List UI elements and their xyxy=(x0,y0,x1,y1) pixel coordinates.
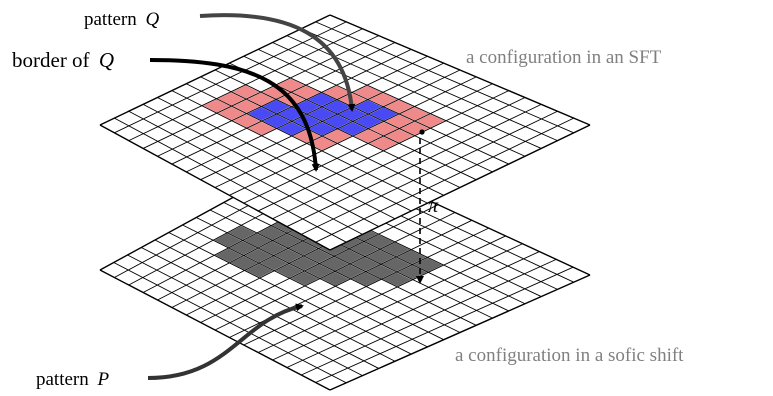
upper-sheet-grid-line xyxy=(257,48,509,165)
sft-caption: a configuration in an SFT xyxy=(466,47,662,68)
upper-sheet-grid-line xyxy=(243,55,493,173)
pattern-p-label: pattern P xyxy=(36,369,110,390)
upper-sheet-grid-line xyxy=(301,28,558,142)
sofic-caption: a configuration in a sofic shift xyxy=(455,345,684,366)
upper-sheet-grid-line xyxy=(286,35,542,149)
upper-sheet-grid-line xyxy=(301,110,558,235)
lower-sheet-grid-line xyxy=(272,243,523,361)
pattern-q-label: pattern Q xyxy=(84,9,160,30)
marked-cell-dot xyxy=(419,129,425,135)
pattern-q-arrow xyxy=(199,13,356,112)
upper-sheet-grid-line xyxy=(272,42,526,157)
upper-sheet-grid-line xyxy=(329,124,591,251)
lower-sheet-grid-line xyxy=(223,202,477,326)
lower-sheet-grid-line xyxy=(315,266,574,383)
lower-sheet-grid-line xyxy=(214,212,456,331)
border-q-label: border of Q xyxy=(12,48,114,72)
upper-sheet-grid-line xyxy=(329,14,591,126)
lower-sheet-grid-line xyxy=(243,227,489,346)
border-q-arrow xyxy=(149,58,320,172)
upper-sheet-grid-line xyxy=(257,90,509,212)
lower-sheet-grid-line xyxy=(301,258,557,376)
upper-sheet-grid-line xyxy=(243,83,493,204)
pattern-p-arrow xyxy=(147,303,304,380)
lower-sheet-grid-line xyxy=(257,235,506,353)
upper-sheet-grid-line xyxy=(315,117,574,243)
pi-label: π xyxy=(428,195,439,217)
sft-sheet xyxy=(99,14,591,251)
lower-sheet-grid-line xyxy=(286,251,540,368)
upper-sheet-grid-line xyxy=(272,97,526,220)
upper-sheet-grid-line xyxy=(315,21,574,134)
upper-sheet-grid-line xyxy=(214,69,461,188)
upper-sheet-grid-line xyxy=(229,76,477,196)
lower-sheet-grid-line xyxy=(329,274,591,391)
upper-sheet-grid-line xyxy=(286,103,542,227)
